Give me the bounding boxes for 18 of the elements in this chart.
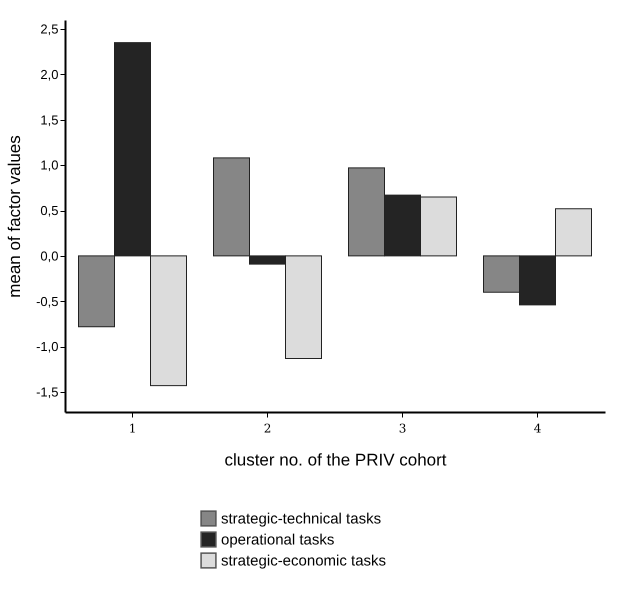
- y-tick-label: 2,5: [40, 22, 58, 37]
- y-tick-label: -1,0: [36, 339, 58, 354]
- x-tick-label: 2: [264, 422, 272, 436]
- y-tick-label: 0,0: [40, 248, 58, 264]
- y-tick-label: 0,5: [40, 203, 58, 218]
- y-tick-label: 1,5: [40, 112, 58, 128]
- y-tick-label: 1,0: [40, 158, 58, 173]
- x-tick-label: 3: [398, 422, 406, 436]
- legend-label: strategic-economic tasks: [221, 552, 386, 570]
- x-axis-title: cluster no. of the PRIV cohort: [224, 450, 447, 470]
- x-tick-label: 1: [128, 422, 136, 436]
- legend-label: strategic-technical tasks: [221, 510, 382, 528]
- x-tick-label: 4: [534, 422, 542, 436]
- y-tick-label: 2,0: [40, 66, 58, 82]
- y-tick-label: -0,5: [36, 294, 58, 309]
- legend-label: operational tasks: [221, 532, 334, 548]
- y-axis-title: mean of factor values: [5, 135, 24, 298]
- y-tick-label: -1,5: [36, 384, 58, 400]
